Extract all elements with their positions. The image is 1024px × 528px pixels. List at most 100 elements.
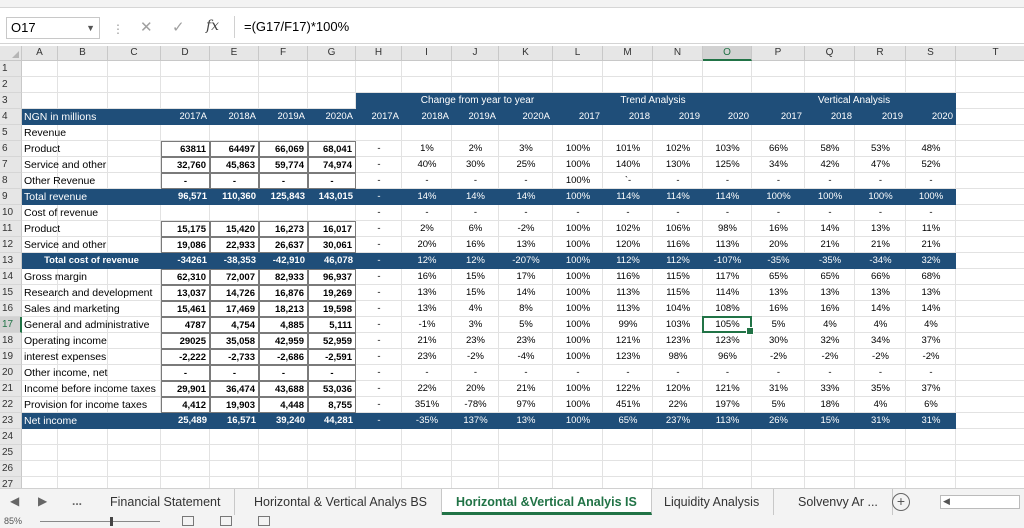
table-cell[interactable]: 15% (465, 287, 485, 298)
table-cell[interactable]: - (676, 367, 680, 378)
table-cell[interactable]: 98% (668, 351, 688, 362)
table-cell[interactable]: -78% (464, 399, 487, 410)
table-cell[interactable]: 52% (921, 159, 941, 170)
drag-handle-icon[interactable]: ⋮ (112, 22, 124, 36)
table-cell[interactable]: - (259, 365, 308, 381)
table-cell[interactable]: 15,420 (210, 221, 259, 237)
table-cell[interactable]: 121% (615, 335, 641, 346)
row-header-1[interactable]: 1 (0, 61, 22, 77)
table-cell[interactable]: `- (624, 175, 632, 186)
table-cell[interactable]: 22% (668, 399, 688, 410)
table-cell[interactable]: - (676, 175, 680, 186)
table-cell[interactable]: -2,686 (259, 349, 308, 365)
table-cell[interactable]: -2% (517, 223, 535, 234)
table-cell[interactable]: 100% (565, 143, 591, 154)
active-cell-o17[interactable] (702, 316, 754, 335)
table-cell[interactable]: 26,637 (259, 237, 308, 253)
table-cell[interactable]: - (308, 173, 356, 189)
table-cell[interactable]: 4,412 (161, 397, 210, 413)
table-cell[interactable]: 16,017 (308, 221, 356, 237)
table-cell[interactable]: 16% (768, 303, 788, 314)
row-header-17[interactable]: 17 (0, 317, 22, 333)
table-cell[interactable]: 100% (565, 271, 591, 282)
table-cell[interactable]: 14% (870, 303, 890, 314)
row-header-23[interactable]: 23 (0, 413, 22, 429)
column-header-k[interactable]: K (499, 46, 553, 61)
table-cell[interactable]: - (576, 207, 580, 218)
table-cell[interactable]: 4% (873, 399, 888, 410)
table-cell[interactable]: 114% (715, 287, 740, 298)
table-cell[interactable]: 34% (768, 159, 788, 170)
table-cell[interactable]: 113% (715, 239, 740, 250)
table-cell[interactable]: 19,269 (308, 285, 356, 301)
row-header-13[interactable]: 13 (0, 253, 22, 269)
normal-view-icon[interactable] (182, 516, 194, 526)
table-cell[interactable]: - (929, 367, 933, 378)
table-cell[interactable]: 22,933 (210, 237, 259, 253)
table-cell[interactable]: - (210, 173, 259, 189)
table-cell[interactable]: 15,461 (161, 301, 210, 317)
row-header-3[interactable]: 3 (0, 93, 22, 109)
table-cell[interactable]: 4,754 (210, 317, 259, 333)
table-cell[interactable]: 130% (665, 159, 691, 170)
table-cell[interactable]: 19,903 (210, 397, 259, 413)
table-cell[interactable]: 103% (715, 143, 740, 154)
table-cell[interactable]: -38,353 (223, 255, 256, 266)
table-cell[interactable]: - (828, 207, 832, 218)
table-cell[interactable]: -35% (818, 255, 842, 266)
table-cell[interactable]: 100% (565, 319, 591, 330)
table-cell[interactable]: 17% (516, 271, 536, 282)
table-cell[interactable]: 35,058 (210, 333, 259, 349)
table-cell[interactable]: - (929, 175, 933, 186)
table-cell[interactable]: 39,240 (275, 415, 305, 426)
table-cell[interactable]: 30% (465, 159, 485, 170)
table-cell[interactable]: 17,469 (210, 301, 259, 317)
table-cell[interactable]: 115% (666, 287, 690, 298)
column-header-j[interactable]: J (452, 46, 499, 61)
sheet-tab[interactable]: Financial Statement (96, 489, 236, 515)
table-cell[interactable]: - (377, 399, 381, 410)
table-cell[interactable]: 100% (918, 191, 944, 202)
table-cell[interactable]: 100% (565, 415, 591, 426)
table-cell[interactable]: 64497 (210, 141, 259, 157)
row-header-2[interactable]: 2 (0, 77, 22, 93)
add-sheet-icon[interactable]: + (892, 493, 910, 511)
table-cell[interactable]: 125% (715, 159, 740, 170)
row-header-27[interactable]: 27 (0, 477, 22, 488)
table-cell[interactable]: 13% (870, 287, 890, 298)
table-cell[interactable]: 96% (717, 351, 737, 362)
table-cell[interactable]: 30% (768, 335, 788, 346)
table-cell[interactable]: - (161, 173, 210, 189)
table-cell[interactable]: 100% (868, 191, 893, 202)
table-cell[interactable]: 120% (615, 239, 641, 250)
table-cell[interactable]: 100% (565, 191, 591, 202)
table-cell[interactable]: 100% (766, 191, 791, 202)
table-cell[interactable]: 6% (468, 223, 483, 234)
tab-scroll-left-icon[interactable]: ◀ (10, 494, 20, 508)
table-cell[interactable]: 72,007 (210, 269, 259, 285)
table-cell[interactable]: 3% (468, 319, 483, 330)
table-cell[interactable]: 11% (921, 223, 941, 234)
table-cell[interactable]: 14% (820, 223, 840, 234)
table-cell[interactable]: 15,175 (161, 221, 210, 237)
row-header-22[interactable]: 22 (0, 397, 22, 413)
table-cell[interactable]: 110,360 (222, 191, 256, 202)
table-cell[interactable]: 105% (715, 319, 740, 330)
row-header-18[interactable]: 18 (0, 333, 22, 349)
table-cell[interactable]: - (776, 367, 781, 378)
table-cell[interactable]: 121% (715, 383, 740, 394)
table-cell[interactable]: - (377, 303, 381, 314)
row-header-10[interactable]: 10 (0, 205, 22, 221)
table-cell[interactable]: 21% (870, 239, 890, 250)
table-cell[interactable]: 102% (615, 223, 641, 234)
table-cell[interactable]: 13% (768, 287, 788, 298)
table-cell[interactable]: 99% (618, 319, 638, 330)
horizontal-scrollbar[interactable]: ◀ (940, 495, 1020, 509)
table-cell[interactable]: 20% (465, 383, 485, 394)
table-cell[interactable]: 6% (924, 399, 938, 410)
table-cell[interactable]: 2% (420, 223, 434, 234)
row-header-24[interactable]: 24 (0, 429, 22, 445)
more-tabs-button[interactable]: ... (72, 494, 83, 508)
table-cell[interactable]: 22% (417, 383, 437, 394)
